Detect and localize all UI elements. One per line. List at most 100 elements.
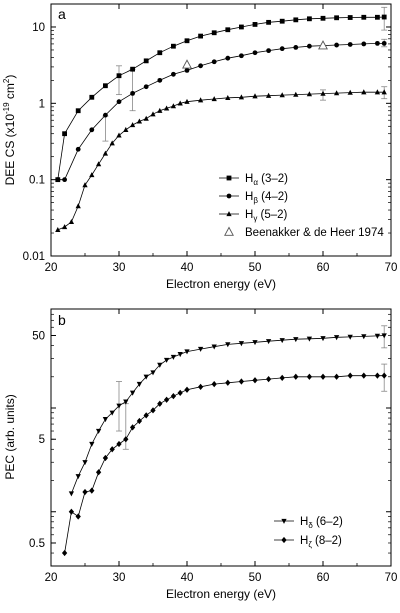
data-point <box>75 146 81 152</box>
data-point <box>150 407 156 414</box>
legend-label: Hα (3–2) <box>245 173 288 187</box>
legend-label-sub: δ <box>308 521 313 530</box>
data-point <box>374 372 381 379</box>
data-point <box>211 344 217 350</box>
data-point <box>170 354 177 360</box>
legend-marker <box>226 193 232 199</box>
legend-label-main: H <box>245 191 253 203</box>
data-point <box>129 122 136 128</box>
data-point <box>184 98 190 104</box>
data-point <box>123 126 129 132</box>
data-point <box>157 77 163 83</box>
data-point <box>130 90 136 96</box>
legend-label: Beenakker & de Heer 1974 <box>245 227 384 239</box>
data-point <box>143 58 149 64</box>
data-point <box>252 93 258 99</box>
series-line <box>57 43 385 181</box>
data-point <box>198 33 203 39</box>
data-point <box>265 375 272 383</box>
data-point <box>306 91 313 97</box>
legend-label-suffix: (4–2) <box>258 191 288 203</box>
panel-a-ylabel-end: ) <box>3 75 17 79</box>
data-point <box>239 53 244 59</box>
legend-label: Hγ (5–2) <box>245 209 288 223</box>
x-tick-label: 50 <box>249 572 262 584</box>
data-point <box>293 17 299 23</box>
data-point <box>157 107 163 113</box>
data-point <box>252 340 258 346</box>
legend-label-sub: ζ <box>308 540 312 549</box>
legend-label-suffix: (6–2) <box>313 516 343 528</box>
data-point <box>361 334 367 340</box>
x-tick-label: 70 <box>385 572 398 584</box>
data-point <box>347 89 353 95</box>
data-point <box>143 412 149 419</box>
data-point <box>320 90 326 96</box>
panel-a: a Electron energy (eV) DEE CS (x10-19 cm… <box>2 3 398 291</box>
data-point <box>279 374 285 382</box>
legend-label-main: H <box>245 173 253 185</box>
y-tick-label: 5 <box>39 434 45 446</box>
panel-a-series <box>55 6 388 233</box>
data-point <box>184 349 190 355</box>
data-point <box>320 373 326 380</box>
legend-label: Hβ (4–2) <box>245 191 288 205</box>
y-tick-label: 0.1 <box>29 175 45 187</box>
legend-marker <box>226 175 232 181</box>
x-tick-label: 60 <box>317 262 330 274</box>
data-point <box>225 379 231 386</box>
legend-label-main: H <box>300 516 308 528</box>
data-point <box>157 362 163 368</box>
data-point <box>75 513 81 520</box>
data-point <box>95 161 102 167</box>
legend-marker <box>226 211 232 217</box>
data-point <box>320 336 326 342</box>
data-point <box>136 417 143 425</box>
panel-b-axes: 20 30 40 50 60 70 0.5 5 50 <box>29 308 398 584</box>
y-tick-label: 10 <box>32 22 45 34</box>
data-point <box>163 105 170 111</box>
data-point <box>307 16 312 22</box>
data-point <box>225 27 231 33</box>
data-point <box>320 15 326 21</box>
data-point <box>163 396 170 403</box>
legend-label-main: H <box>300 535 308 547</box>
data-point <box>89 127 95 133</box>
data-point <box>198 63 204 69</box>
data-point <box>238 378 245 385</box>
panel-a-ylabel-main: DEE CS (x10 <box>3 114 17 186</box>
data-point <box>279 92 285 98</box>
data-point <box>347 334 353 340</box>
data-point <box>61 224 68 230</box>
legend-marker <box>224 226 234 236</box>
data-point <box>361 89 367 95</box>
panel-b-ylabel: PEC (arb. units) <box>3 394 17 479</box>
data-point <box>184 38 190 44</box>
data-point <box>143 115 149 121</box>
data-point <box>177 389 183 396</box>
data-point <box>225 94 231 100</box>
data-point <box>82 182 88 188</box>
panel-b: b Electron energy (eV) PEC (arb. units) … <box>3 308 398 601</box>
data-point <box>381 89 387 95</box>
x-tick-label: 70 <box>385 262 398 274</box>
x-tick-label: 20 <box>45 262 58 274</box>
data-point <box>136 381 143 387</box>
data-point <box>177 100 183 106</box>
data-point <box>150 111 156 117</box>
data-point <box>129 390 136 396</box>
data-point <box>62 177 67 183</box>
data-point <box>381 372 387 379</box>
data-point <box>171 43 176 49</box>
series-line <box>71 335 385 494</box>
data-point <box>102 454 109 462</box>
x-tick-label: 40 <box>181 262 194 274</box>
data-point <box>333 373 340 380</box>
x-tick-label: 40 <box>181 572 194 584</box>
data-point <box>184 386 190 393</box>
data-point <box>123 436 129 443</box>
data-point <box>75 474 81 480</box>
data-point <box>102 417 109 423</box>
data-point <box>279 46 285 52</box>
